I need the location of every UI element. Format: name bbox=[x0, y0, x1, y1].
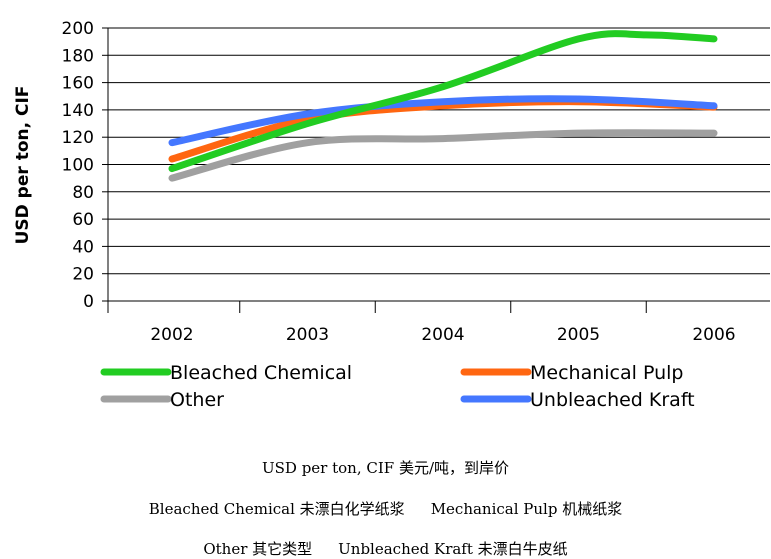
legend-label-other: Other bbox=[170, 389, 224, 411]
series-line-other bbox=[168, 129, 718, 182]
y-tick-label-80: 80 bbox=[72, 183, 94, 203]
y-tick-label-200: 200 bbox=[62, 19, 94, 39]
y-tick-label-160: 160 bbox=[62, 74, 94, 94]
x-tick-label-2005: 2005 bbox=[557, 325, 600, 345]
series-lines bbox=[168, 30, 718, 182]
y-axis-label: USD per ton, CIF bbox=[13, 86, 33, 245]
x-tick-label-2006: 2006 bbox=[692, 325, 735, 345]
x-axis-ticks: 2002 2003 2004 2005 2006 bbox=[107, 301, 736, 345]
caption-ylabel-text: USD per ton, CIF 美元/吨，到岸价 bbox=[261, 459, 510, 477]
caption-mechanical-pulp: Mechanical Pulp 机械纸浆 bbox=[430, 500, 623, 518]
line-chart: USD per ton, CIF 0 20 40 60 80 100 120 140 160 18… bbox=[13, 19, 770, 411]
caption-bleached-chemical: Bleached Chemical 未漂白化学纸浆 bbox=[148, 500, 405, 518]
y-tick-label-140: 140 bbox=[62, 101, 94, 121]
caption-unbleached-kraft: Unbleached Kraft 未漂白牛皮纸 bbox=[338, 540, 568, 558]
y-tick-label-40: 40 bbox=[72, 237, 94, 257]
y-tick-label-120: 120 bbox=[62, 128, 94, 148]
series-line-bleached-chemical bbox=[168, 30, 718, 173]
y-tick-label-180: 180 bbox=[62, 46, 94, 66]
y-tick-label-60: 60 bbox=[72, 210, 94, 230]
series-line-unbleached-kraft bbox=[168, 95, 718, 147]
x-tick-label-2003: 2003 bbox=[286, 325, 329, 345]
legend-label-unbleached-kraft: Unbleached Kraft bbox=[530, 389, 695, 411]
y-tick-label-0: 0 bbox=[83, 292, 94, 312]
y-axis-ticks: 0 20 40 60 80 100 120 140 160 180 200 bbox=[62, 19, 108, 312]
legend-label-bleached-chemical: Bleached Chemical bbox=[170, 362, 352, 384]
legend-label-mechanical-pulp: Mechanical Pulp bbox=[530, 362, 683, 384]
caption-legend-row-1: Bleached Chemical 未漂白化学纸浆 Mechanical Pulp… bbox=[0, 498, 771, 519]
x-tick-label-2004: 2004 bbox=[421, 325, 464, 345]
legend: Bleached Chemical Mechanical Pulp Other Unb… bbox=[100, 362, 695, 411]
y-tick-label-20: 20 bbox=[72, 265, 94, 285]
caption-legend-row-2: Other 其它类型 Unbleached Kraft 未漂白牛皮纸 bbox=[0, 538, 771, 559]
x-tick-label-2002: 2002 bbox=[150, 325, 193, 345]
y-tick-label-100: 100 bbox=[62, 156, 94, 176]
caption-other: Other 其它类型 bbox=[203, 540, 313, 558]
caption-ylabel: USD per ton, CIF 美元/吨，到岸价 bbox=[0, 457, 771, 478]
